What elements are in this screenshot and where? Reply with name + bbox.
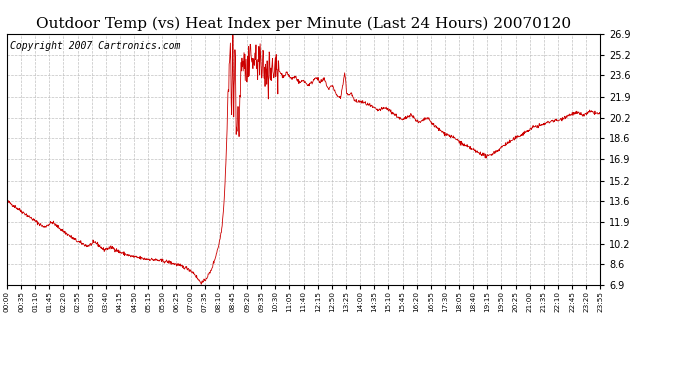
- Title: Outdoor Temp (vs) Heat Index per Minute (Last 24 Hours) 20070120: Outdoor Temp (vs) Heat Index per Minute …: [36, 17, 571, 31]
- Text: Copyright 2007 Cartronics.com: Copyright 2007 Cartronics.com: [10, 41, 180, 51]
